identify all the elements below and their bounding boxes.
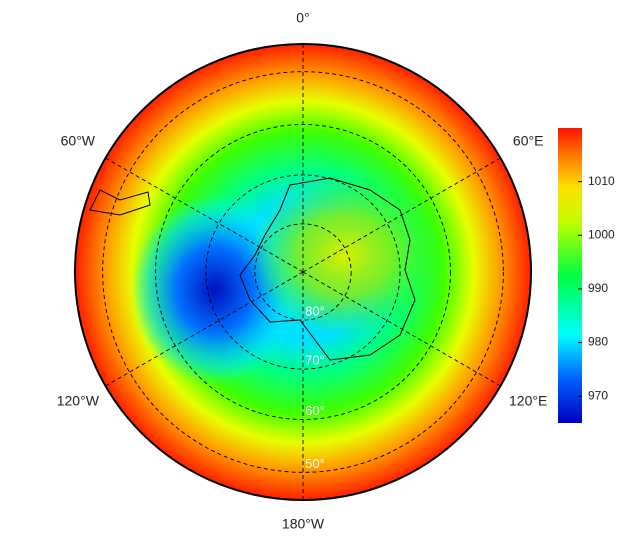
latitude-circle [254,223,352,321]
colorbar-tick-label: 1010 [588,174,615,188]
colorbar [558,128,582,423]
meridian-label: 0° [296,10,309,26]
coastline [89,189,151,216]
meridian-line [302,157,501,273]
colorbar-tick-label: 990 [588,281,608,295]
coastline [239,177,416,361]
latitude-label: 80° [305,304,325,319]
colorbar-tick-label: 970 [588,388,608,402]
latitude-circle [102,71,504,473]
meridian-label: 60°W [61,133,96,149]
colorbar-tick-label: 1000 [588,227,615,241]
meridian-line [302,271,501,387]
meridian-label: 180°W [282,516,325,532]
meridian-line [105,271,304,387]
meridian-label: 60°E [513,133,544,149]
latitude-label: 50° [305,456,325,471]
latitude-circle [205,174,401,370]
meridian-label: 120°W [57,393,100,409]
colorbar-tick-label: 980 [588,335,608,349]
meridian-label: 120°E [509,393,547,409]
latitude-label: 70° [305,352,325,367]
latitude-circle [155,124,451,420]
latitude-label: 60° [305,403,325,418]
meridian-line [105,157,304,273]
